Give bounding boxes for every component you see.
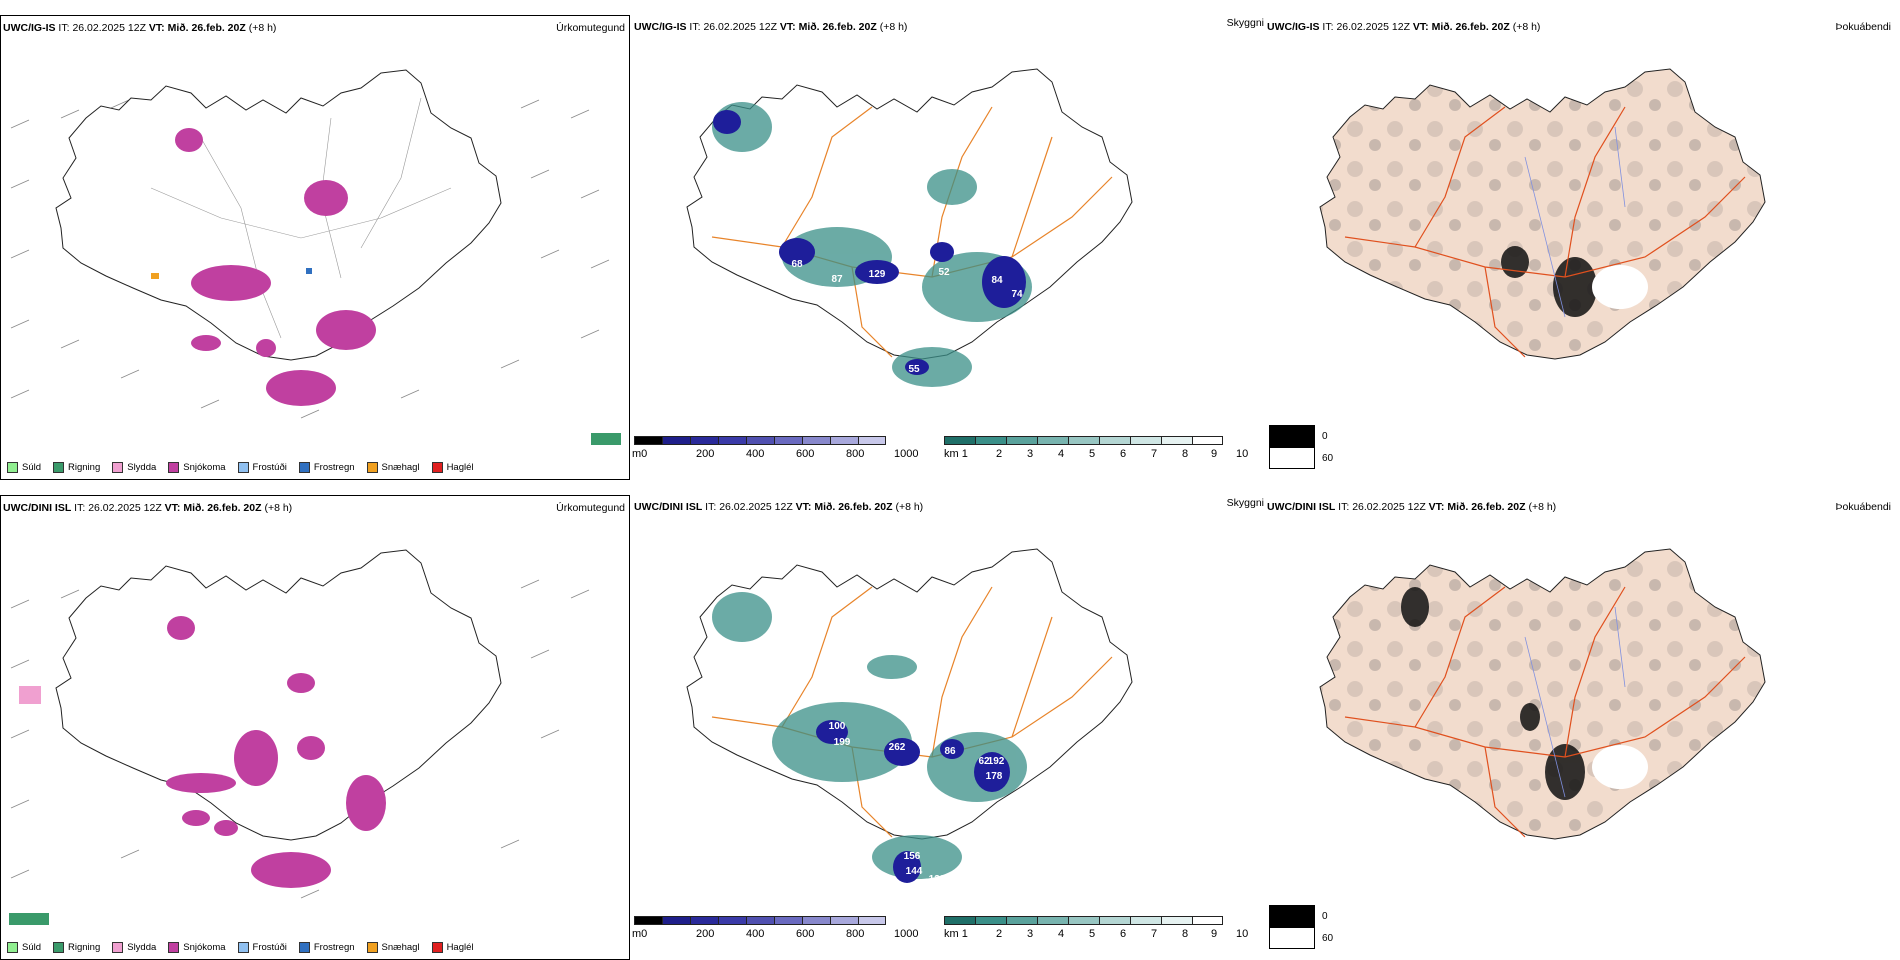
fog-legend: 0 60 [1269, 905, 1333, 949]
fog-map [1319, 548, 1766, 840]
svg-text:179: 179 [774, 134, 791, 145]
legend-item-frostudi: Frostúði [237, 942, 287, 953]
legend-item-sudl: Súld [7, 462, 41, 473]
panel-header: UWC/DINI ISL IT: 26.02.2025 12Z VT: Mið.… [634, 501, 924, 513]
panel-title: Úrkomutegund [556, 22, 625, 34]
legend-item-rigning: Rigning [53, 462, 100, 473]
visibility-km-colorbar [944, 916, 1223, 925]
svg-text:192: 192 [988, 756, 1005, 767]
fog-panel-top: UWC/IG-IS IT: 26.02.2025 12Z VT: Mið. 26… [1265, 15, 1895, 480]
svg-text:40: 40 [751, 154, 763, 165]
precip-type-map [10, 69, 621, 445]
precip-type-legend: Súld Rigning Slydda Snjókoma Frostúði Fr… [7, 942, 474, 953]
legend-item-slydda: Slydda [112, 942, 156, 953]
legend-item-frostudi: Frostúði [237, 462, 287, 473]
panel-header: UWC/IG-IS IT: 26.02.2025 12Z VT: Mið. 26… [634, 21, 908, 33]
svg-text:100: 100 [934, 407, 951, 418]
svg-text:262: 262 [889, 742, 906, 753]
precip-type-legend: Súld Rigning Slydda Snjókoma Frostúði Fr… [7, 462, 474, 473]
panel-title: Úrkomutegund [556, 502, 625, 514]
svg-text:115: 115 [869, 291, 886, 302]
svg-text:165: 165 [954, 204, 971, 215]
svg-text:62: 62 [978, 756, 990, 767]
visibility-m-ticks: m0 200 400 600 800 1000 [632, 928, 919, 940]
legend-item-frostregn: Frostregn [298, 942, 355, 953]
svg-text:158: 158 [928, 889, 945, 900]
legend-item-snaehagl: Snæhagl [366, 942, 420, 953]
legend-item-slydda: Slydda [112, 462, 156, 473]
fog-panel-bottom: UWC/DINI ISL IT: 26.02.2025 12Z VT: Mið.… [1265, 495, 1895, 960]
fog-legend-high: 0 [1269, 905, 1328, 927]
fog-legend: 0 60 [1269, 425, 1333, 469]
svg-text:74: 74 [1011, 289, 1023, 300]
svg-text:108: 108 [904, 404, 921, 415]
svg-text:84: 84 [991, 275, 1003, 286]
svg-text:129: 129 [869, 269, 886, 280]
precip-type-map [9, 549, 590, 925]
legend-item-haglel: Haglél [431, 942, 474, 953]
svg-text:86: 86 [944, 746, 956, 757]
visibility-m-ticks: m0 200 400 600 800 1000 [632, 448, 919, 460]
fog-legend-low: 60 [1269, 447, 1333, 469]
panel-header: UWC/DINI ISL IT: 26.02.2025 12Z VT: Mið.… [3, 502, 293, 514]
svg-text:100: 100 [829, 721, 846, 732]
legend-item-snjokoma: Snjókoma [168, 462, 226, 473]
visibility-panel-top: UWC/IG-IS IT: 26.02.2025 12Z VT: Mið. 26… [632, 15, 1264, 480]
visibility-m-colorbar [634, 436, 886, 445]
svg-text:169: 169 [906, 887, 923, 898]
panel-title: Þokuábendi [1835, 501, 1891, 513]
svg-text:178: 178 [986, 771, 1003, 782]
svg-text:199: 199 [834, 737, 851, 748]
svg-text:52: 52 [938, 267, 950, 278]
visibility-km-colorbar [944, 436, 1223, 445]
svg-text:87: 87 [831, 274, 843, 285]
panel-title: Þokuábendi [1835, 21, 1891, 33]
svg-text:55: 55 [908, 364, 920, 375]
svg-text:68: 68 [791, 259, 803, 270]
fog-legend-low: 60 [1269, 927, 1333, 949]
svg-text:132: 132 [929, 874, 946, 885]
fog-legend-high: 0 [1269, 425, 1328, 447]
legend-item-snaehagl: Snæhagl [366, 462, 420, 473]
visibility-km-ticks: km 1 2 3 4 5 6 7 8 9 10 [944, 928, 1249, 940]
svg-text:144: 144 [906, 866, 923, 877]
precip-type-panel-bottom: UWC/DINI ISL IT: 26.02.2025 12Z VT: Mið.… [0, 495, 630, 960]
visibility-km-ticks: km 1 2 3 4 5 6 7 8 9 10 [944, 448, 1249, 460]
panel-header: UWC/DINI ISL IT: 26.02.2025 12Z VT: Mið.… [1267, 501, 1557, 513]
panel-title: Skyggni [1226, 17, 1264, 29]
visibility-map: 100 199 262 86 192 178 156 144 132 169 1… [686, 548, 1133, 900]
svg-text:156: 156 [904, 851, 921, 862]
fog-map [1319, 68, 1766, 360]
panel-title: Skyggni [1226, 497, 1264, 509]
panel-header: UWC/IG-IS IT: 26.02.2025 12Z VT: Mið. 26… [3, 22, 277, 34]
visibility-m-colorbar [634, 916, 886, 925]
precip-type-panel-top: UWC/IG-IS IT: 26.02.2025 12Z VT: Mið. 26… [0, 15, 630, 480]
legend-item-frostregn: Frostregn [298, 462, 355, 473]
legend-item-rigning: Rigning [53, 942, 100, 953]
panel-header: UWC/IG-IS IT: 26.02.2025 12Z VT: Mið. 26… [1267, 21, 1541, 33]
visibility-map: 179 40 87 68 129 115 52 84 74 165 55 108… [686, 68, 1133, 418]
legend-item-haglel: Haglél [431, 462, 474, 473]
legend-item-sudl: Súld [7, 942, 41, 953]
legend-item-snjokoma: Snjókoma [168, 942, 226, 953]
visibility-panel-bottom: UWC/DINI ISL IT: 26.02.2025 12Z VT: Mið.… [632, 495, 1264, 960]
